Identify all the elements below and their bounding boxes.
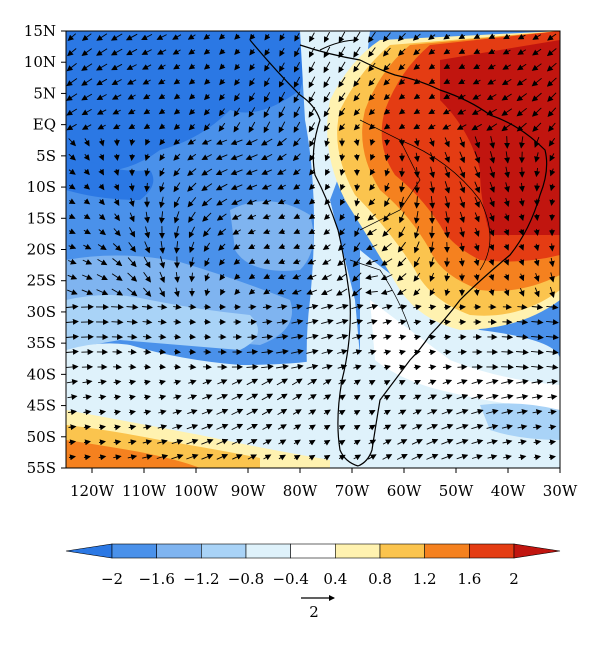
lat-label: 30S xyxy=(27,303,56,321)
wind-vector xyxy=(128,352,136,353)
wind-vector xyxy=(174,322,181,323)
wind-vector xyxy=(501,367,513,368)
reference-vector-label: 2 xyxy=(309,603,319,621)
lon-label: 100W xyxy=(174,482,219,500)
lat-label: 15N xyxy=(24,22,56,40)
colorbar-tick-label: −2 xyxy=(101,570,123,588)
lat-label: 45S xyxy=(27,397,56,415)
lat-label: 15S xyxy=(27,209,56,227)
lat-label: 20S xyxy=(27,241,56,259)
wind-vector xyxy=(459,337,466,338)
colorbar-segment xyxy=(201,544,246,558)
wind-vector xyxy=(159,367,165,368)
lon-label: 50W xyxy=(439,482,474,500)
wind-vector xyxy=(458,352,466,353)
wind-vector xyxy=(507,136,508,148)
colorbar-segment xyxy=(469,544,514,558)
lon-label: 60W xyxy=(387,482,422,500)
colorbar-segment xyxy=(112,544,157,558)
wind-vector xyxy=(432,226,433,238)
wind-vector xyxy=(189,307,196,308)
colorbar-segment xyxy=(380,544,425,558)
wind-vector xyxy=(458,367,467,368)
colorbar-tick-label: 1.6 xyxy=(457,570,481,588)
colorbar-segment xyxy=(246,544,291,558)
map-panel xyxy=(66,31,560,468)
colorbar-tick-label: 1.2 xyxy=(413,570,437,588)
wind-vector xyxy=(502,337,512,338)
wind-vector xyxy=(357,184,358,190)
colorbar-segment xyxy=(425,544,470,558)
lat-label: 5N xyxy=(33,84,56,102)
colorbar-tick-label: 0.8 xyxy=(368,570,392,588)
lon-label: 70W xyxy=(335,482,370,500)
lat-label: 55S xyxy=(27,459,56,477)
colorbar-tick-label: −0.4 xyxy=(272,570,308,588)
wind-vector xyxy=(111,307,123,308)
wind-vector xyxy=(174,367,180,368)
wind-vector xyxy=(249,307,256,308)
colorbar-tick-label: −1.2 xyxy=(183,570,219,588)
wind-vector xyxy=(402,168,403,176)
wind-vector xyxy=(174,352,180,353)
wind-vector xyxy=(248,337,257,338)
lat-label: 5S xyxy=(36,147,56,165)
colorbar-high-extend xyxy=(514,544,560,558)
wind-vector xyxy=(159,352,165,353)
lon-label: 40W xyxy=(491,482,526,500)
longitude-axis: 120W 110W 100W 90W 80W 70W 60W 50W 40W 30W xyxy=(70,468,578,500)
wind-vector xyxy=(129,367,136,368)
wind-vector xyxy=(174,337,180,338)
wind-vector xyxy=(128,337,137,338)
lon-label: 90W xyxy=(231,482,266,500)
reference-vector: 2 xyxy=(301,598,334,621)
colorbar-tick-labels: −2 −1.6 −1.2 −0.8 −0.4 0.4 0.8 1.2 1.6 2 xyxy=(101,570,519,588)
colorbar-tick-label: 2 xyxy=(509,570,519,588)
wind-vector xyxy=(189,367,196,368)
wind-vector xyxy=(159,337,166,338)
colorbar-tick-label: −1.6 xyxy=(138,570,174,588)
lat-label: 40S xyxy=(27,365,56,383)
lat-label: 25S xyxy=(27,272,56,290)
wind-vector xyxy=(248,322,256,323)
lon-label: 80W xyxy=(283,482,318,500)
lat-label: 10S xyxy=(27,178,56,196)
colorbar xyxy=(66,544,560,558)
lon-label: 120W xyxy=(70,482,115,500)
wind-vector xyxy=(112,322,123,323)
wind-vector xyxy=(501,352,512,353)
wind-vector xyxy=(144,352,151,353)
wind-vector xyxy=(132,154,133,160)
colorbar-segment xyxy=(335,544,380,558)
lat-label: 35S xyxy=(27,334,56,352)
colorbar-tick-label: −0.8 xyxy=(228,570,264,588)
colorbar-segment xyxy=(291,544,336,558)
lat-label: 10N xyxy=(24,53,56,71)
colorbar-tick-label: 0.4 xyxy=(323,570,347,588)
lon-label: 110W xyxy=(122,482,167,500)
lat-label: 50S xyxy=(27,428,56,446)
lat-label: EQ xyxy=(33,116,56,134)
colorbar-low-extend xyxy=(66,544,112,558)
colorbar-segment xyxy=(157,544,202,558)
latitude-axis: 15N 10N 5N EQ 5S 10S 15S 20S 25S 30S 35S 40S 45S 50S 5… xyxy=(24,22,66,477)
wind-vector xyxy=(144,367,150,368)
lon-label: 30W xyxy=(543,482,578,500)
